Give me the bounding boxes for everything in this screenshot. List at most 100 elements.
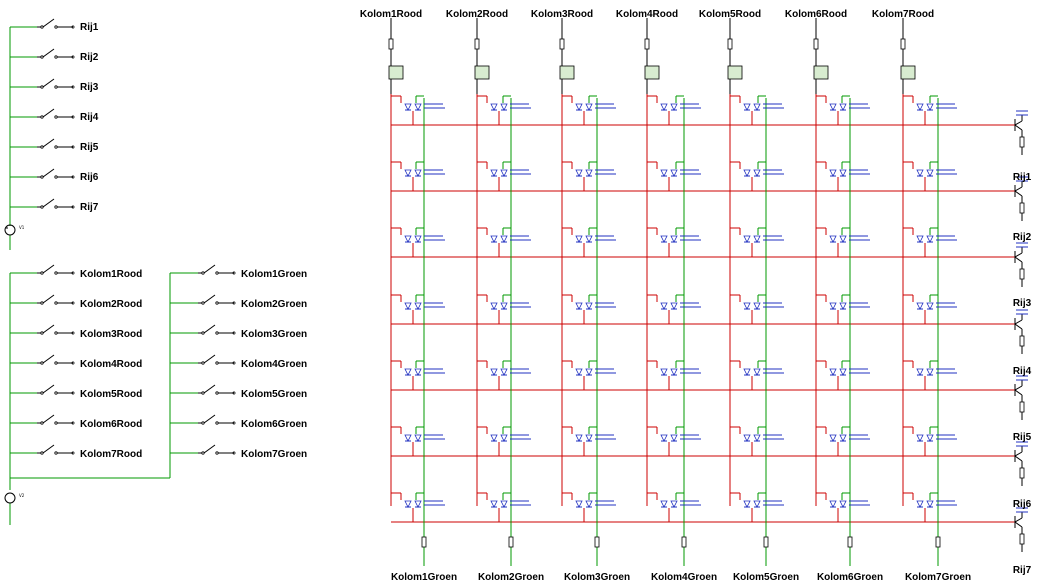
led-symbol xyxy=(404,368,412,376)
column-resistor xyxy=(559,38,565,50)
switch-contact xyxy=(201,421,205,425)
led-symbol xyxy=(753,235,761,243)
green-column-resistor xyxy=(594,536,600,548)
top-column-label: Kolom1Rood xyxy=(360,9,422,20)
bottom-column-label: Kolom2Groen xyxy=(478,572,544,583)
led-symbol xyxy=(404,169,412,177)
switch-contact xyxy=(215,391,219,395)
switch-blade xyxy=(42,414,55,424)
switch-symbol xyxy=(37,444,75,455)
switch-blade xyxy=(42,168,55,178)
led-symbol xyxy=(490,302,498,310)
led-cell xyxy=(647,227,701,257)
red-switch-label: Kolom7Rood xyxy=(80,449,142,460)
transistor-collector xyxy=(1014,319,1023,325)
bottom-column-label: Kolom7Groen xyxy=(905,572,971,583)
green-switch-label: Kolom2Groen xyxy=(241,299,307,310)
transistor-emitter xyxy=(1014,256,1023,263)
green-switch-label: Kolom1Groen xyxy=(241,269,307,280)
right-row-label: Rij4 xyxy=(1013,366,1032,377)
led-symbol xyxy=(404,500,412,508)
led-symbol xyxy=(585,235,593,243)
led-cell xyxy=(816,95,870,125)
switch-contact xyxy=(40,331,44,335)
led-cell xyxy=(730,294,784,324)
bottom-column-label: Kolom6Groen xyxy=(817,572,883,583)
led-symbol xyxy=(585,103,593,111)
switch-contact xyxy=(40,175,44,179)
right-row-label: Rij7 xyxy=(1013,565,1032,576)
led-symbol xyxy=(575,500,583,508)
switch-blade xyxy=(203,354,216,364)
transistor-collector xyxy=(1014,385,1023,391)
led-symbol xyxy=(743,368,751,376)
led-cell xyxy=(903,492,957,522)
led-symbol xyxy=(926,302,934,310)
switch-symbol xyxy=(37,384,75,395)
led-symbol xyxy=(585,169,593,177)
led-symbol xyxy=(916,235,924,243)
led-symbol xyxy=(743,169,751,177)
components-layer xyxy=(4,18,1028,552)
led-cell xyxy=(562,360,616,390)
led-symbol xyxy=(670,235,678,243)
led-symbol xyxy=(916,368,924,376)
green-column-resistor xyxy=(763,536,769,548)
column-resistor xyxy=(644,38,650,50)
led-symbol xyxy=(575,368,583,376)
opto-component xyxy=(900,65,916,80)
switch-symbol xyxy=(37,168,75,179)
switch-terminal xyxy=(71,391,75,395)
switch-terminal xyxy=(71,25,75,29)
switch-blade xyxy=(203,264,216,274)
switch-blade xyxy=(42,264,55,274)
switch-contact xyxy=(54,85,58,89)
led-symbol xyxy=(585,500,593,508)
led-symbol xyxy=(404,302,412,310)
led-symbol xyxy=(414,103,422,111)
column-resistor xyxy=(474,38,480,50)
led-symbol xyxy=(500,235,508,243)
led-cell xyxy=(477,492,531,522)
led-cell xyxy=(477,426,531,456)
switch-blade xyxy=(203,444,216,454)
led-symbol xyxy=(660,302,668,310)
green-column-resistor xyxy=(935,536,941,548)
switch-contact xyxy=(215,331,219,335)
led-symbol xyxy=(585,302,593,310)
led-cell xyxy=(562,95,616,125)
transistor-emitter xyxy=(1014,455,1023,462)
led-cell xyxy=(391,492,445,522)
led-symbol xyxy=(490,103,498,111)
row-switch-label: Rij6 xyxy=(80,172,99,183)
switch-contact xyxy=(54,421,58,425)
switch-terminal xyxy=(232,271,236,275)
led-symbol xyxy=(753,169,761,177)
switch-blade xyxy=(42,294,55,304)
switch-contact xyxy=(215,361,219,365)
switch-contact xyxy=(40,391,44,395)
switch-contact xyxy=(40,301,44,305)
switch-blade xyxy=(42,138,55,148)
green-switch-label: Kolom5Groen xyxy=(241,389,307,400)
switch-symbol xyxy=(198,264,236,275)
led-symbol xyxy=(500,434,508,442)
row-switch-label: Rij5 xyxy=(80,142,99,153)
row-switch-label: Rij7 xyxy=(80,202,99,213)
row-switch-labels: Rij1 Rij2 Rij3 Rij4 Rij5 Rij6 Rij7 xyxy=(80,22,99,213)
row-resistor xyxy=(1019,401,1025,413)
switch-contact xyxy=(54,175,58,179)
led-symbol xyxy=(414,500,422,508)
switch-contact xyxy=(201,391,205,395)
led-symbol xyxy=(500,500,508,508)
switch-terminal xyxy=(232,421,236,425)
led-cell xyxy=(391,95,445,125)
bottom-column-label: Kolom4Groen xyxy=(651,572,717,583)
led-symbol xyxy=(414,368,422,376)
led-symbol xyxy=(743,434,751,442)
led-cell xyxy=(816,294,870,324)
led-symbol xyxy=(575,103,583,111)
bottom-column-label: Kolom5Groen xyxy=(733,572,799,583)
row-driver xyxy=(1014,441,1028,486)
switch-symbol xyxy=(198,324,236,335)
